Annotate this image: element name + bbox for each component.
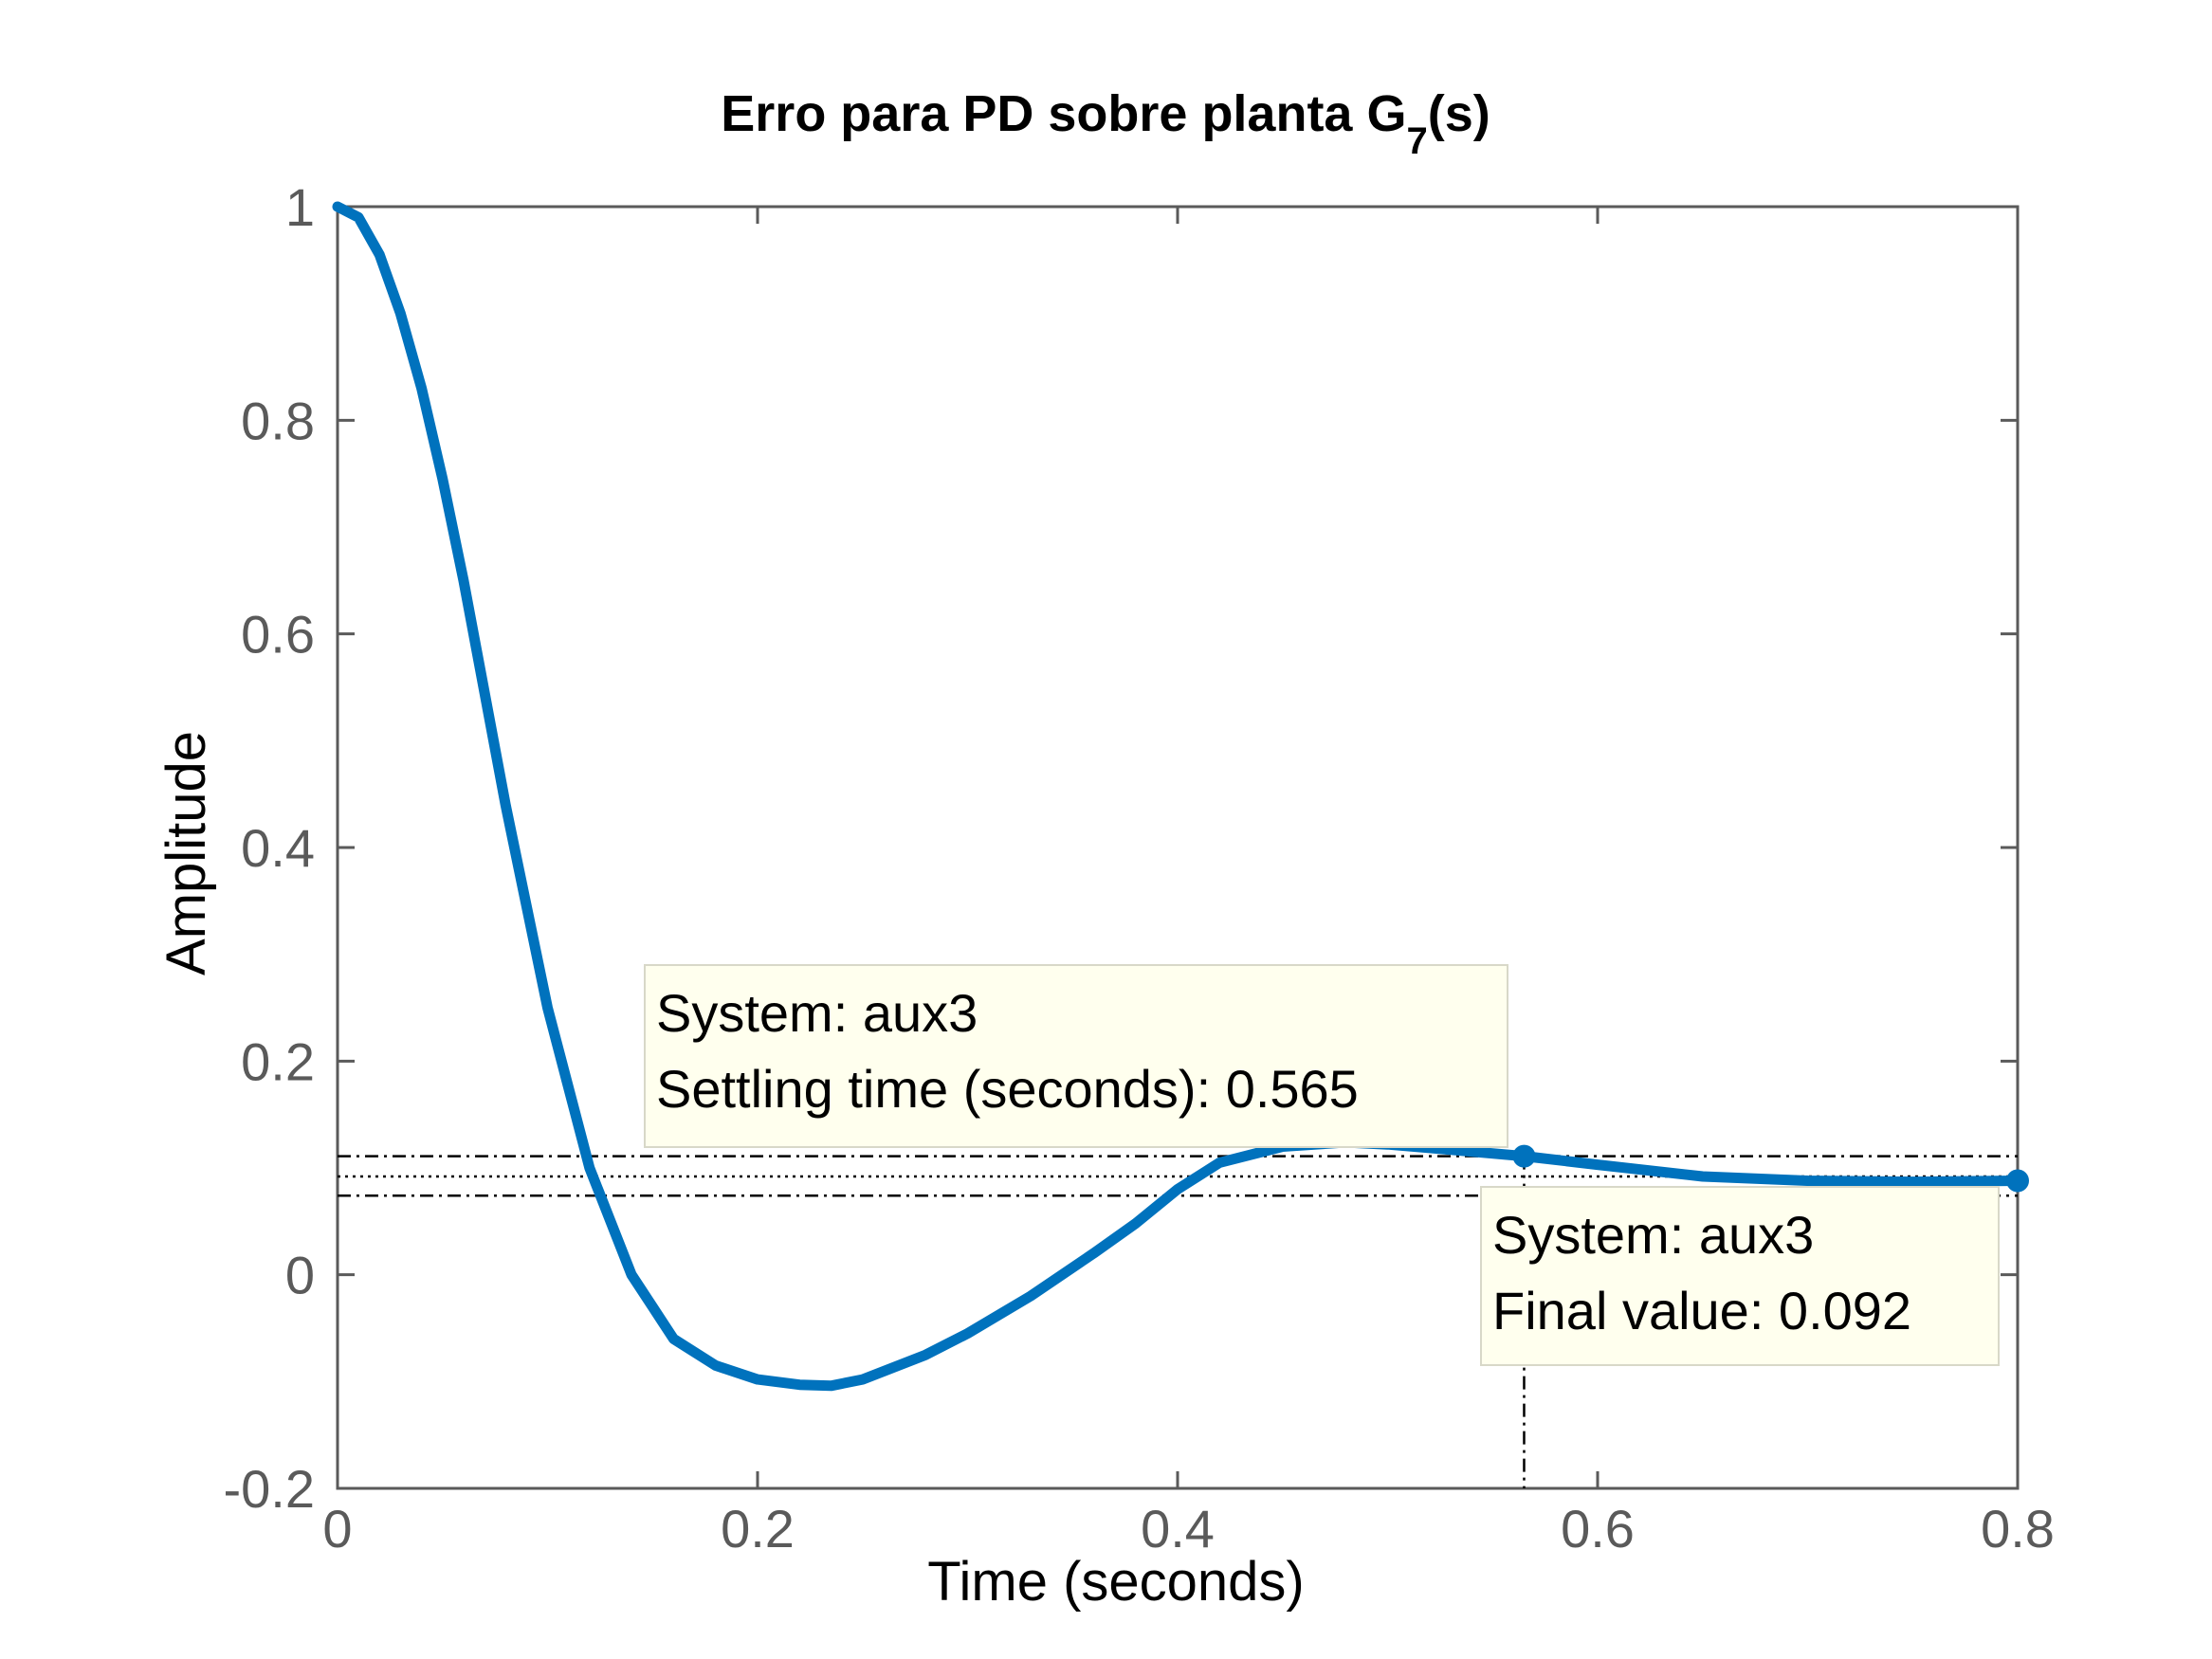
datatip-text: System: aux3	[1492, 1205, 1814, 1265]
x-tick-label: 0.4	[1141, 1499, 1215, 1559]
y-tick-label: -0.2	[224, 1459, 316, 1519]
datatip-box	[644, 964, 1508, 1148]
annotation-point	[2006, 1169, 2029, 1193]
x-tick-label: 0.6	[1561, 1499, 1635, 1559]
annotation-point	[1512, 1144, 1536, 1168]
datatip-box	[1480, 1186, 2000, 1366]
x-tick-label: 0	[322, 1499, 352, 1559]
y-tick-label: 0.4	[241, 818, 315, 878]
x-tick-label: 0.8	[1981, 1499, 2055, 1559]
y-tick-label: 0.6	[241, 605, 315, 665]
y-tick-label: 0	[285, 1246, 315, 1305]
y-tick-label: 0.2	[241, 1031, 315, 1091]
chart-title-main: Erro para PD sobre planta G	[721, 85, 1406, 142]
response-line	[332, 201, 2023, 1392]
x-axis-label: Time (seconds)	[927, 1551, 1305, 1613]
x-tick-label: 0.2	[721, 1499, 795, 1559]
datatip-text: Final value: 0.092	[1492, 1281, 1911, 1340]
datatip-text: Settling time (seconds): 0.565	[656, 1059, 1359, 1119]
chart-title-suffix: (s)	[1428, 85, 1490, 142]
y-tick-label: 0.8	[241, 391, 315, 450]
y-tick-label: 1	[285, 177, 315, 237]
y-axis-label: Amplitude	[155, 731, 217, 975]
chart-title-subscript: 7	[1406, 120, 1427, 162]
datatip-text: System: aux3	[656, 983, 978, 1043]
chart-title: Erro para PD sobre planta G7(s)	[721, 85, 1490, 162]
